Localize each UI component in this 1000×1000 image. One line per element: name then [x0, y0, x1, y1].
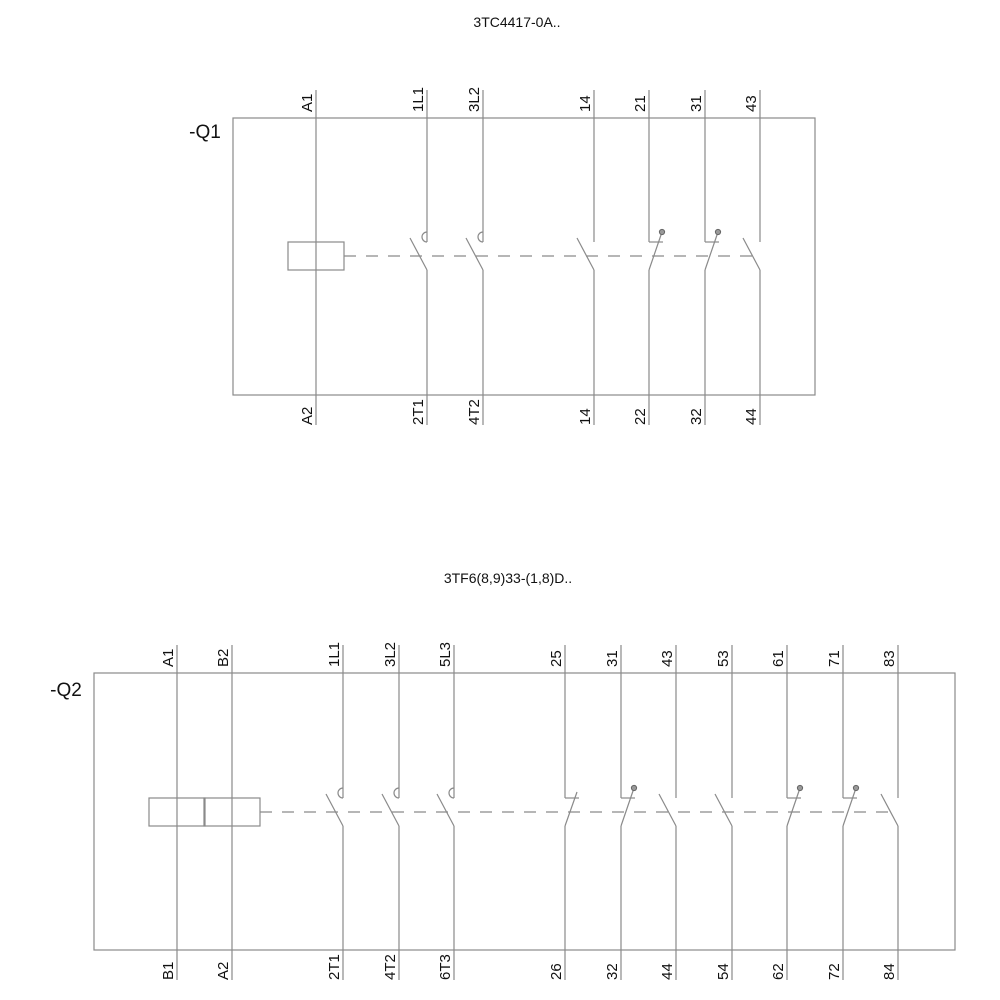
q1-enclosure — [232, 117, 816, 396]
contactor-q1: 3TC4417-0A.. -Q1 A1A21L12T13L24T21414212… — [189, 14, 816, 425]
coil-symbol — [148, 797, 206, 827]
terminal-bottom-label: 6T3 — [437, 954, 454, 980]
terminal-top-label: 83 — [881, 650, 898, 667]
terminal-53: 53 54 — [714, 645, 733, 980]
terminal-bottom-label: 4T2 — [382, 954, 399, 980]
nc-contact-blade — [786, 787, 801, 827]
no-contact-blade — [409, 237, 428, 271]
contactor-q2: 3TF6(8,9)33-(1,8)D.. -Q2 A1 B1 B2 A2 1L1 2T1 3… — [50, 570, 956, 980]
terminal-top-label: A1 — [299, 94, 316, 112]
terminal-A1: A1 B1 — [148, 645, 206, 980]
no-contact-blade — [742, 237, 761, 271]
no-contact-blade — [576, 237, 595, 271]
terminal-21: 21 22 — [632, 90, 666, 425]
terminal-top-label: 5L3 — [437, 642, 454, 667]
q2-type-title: 3TF6(8,9)33-(1,8)D.. — [444, 570, 572, 586]
terminal-top-label: 61 — [770, 650, 787, 667]
no-contact-blade — [436, 793, 455, 827]
arc-quench-symbol — [448, 787, 455, 799]
terminal-61: 61 62 — [770, 645, 804, 980]
terminal-43: 43 44 — [742, 90, 761, 425]
terminal-bottom-label: B1 — [160, 962, 177, 980]
terminal-bottom-label: 62 — [770, 963, 787, 980]
mirror-contact-dot — [658, 228, 666, 236]
arc-quench-symbol — [477, 231, 484, 243]
terminal-3L2: 3L2 4T2 — [465, 87, 484, 425]
terminal-bottom-label: 54 — [715, 963, 732, 980]
terminal-top-label: 71 — [826, 650, 843, 667]
terminal-top-label: 31 — [688, 95, 705, 112]
nc-contact-blade — [564, 791, 578, 827]
q2-device-tag: -Q2 — [50, 680, 82, 701]
q1-device-tag: -Q1 — [189, 122, 221, 143]
terminal-top-label: 14 — [577, 95, 594, 112]
terminal-31: 31 32 — [604, 645, 638, 980]
arc-quench-symbol — [393, 787, 400, 799]
terminal-bottom-label: 22 — [632, 408, 649, 425]
terminal-bottom-label: 44 — [743, 408, 760, 425]
terminal-B2: B2 A2 — [203, 645, 261, 980]
terminal-bottom-label: 4T2 — [466, 399, 483, 425]
terminal-top-label: 1L1 — [410, 87, 427, 112]
terminal-bottom-label: A2 — [215, 962, 232, 980]
terminal-bottom-label: 72 — [826, 963, 843, 980]
terminal-bottom-label: 44 — [659, 963, 676, 980]
arc-quench-symbol — [421, 231, 428, 243]
terminal-top-label: 43 — [659, 650, 676, 667]
terminal-top-label: 3L2 — [466, 87, 483, 112]
nc-contact-blade — [620, 787, 635, 827]
terminal-top-label: 31 — [604, 650, 621, 667]
mirror-contact-dot — [714, 228, 722, 236]
terminal-bottom-label: A2 — [299, 407, 316, 425]
terminal-1L1: 1L1 2T1 — [409, 87, 428, 425]
terminal-top-label: 3L2 — [382, 642, 399, 667]
terminal-bottom-label: 84 — [881, 963, 898, 980]
terminal-25: 25 26 — [548, 645, 579, 980]
terminal-top-label: A1 — [160, 649, 177, 667]
no-contact-blade — [325, 793, 344, 827]
mirror-contact-dot — [630, 784, 638, 792]
terminal-43: 43 44 — [658, 645, 677, 980]
no-contact-blade — [658, 793, 677, 827]
terminal-top-label: 53 — [715, 650, 732, 667]
no-contact-blade — [714, 793, 733, 827]
no-contact-blade — [465, 237, 484, 271]
terminal-bottom-label: 2T1 — [326, 954, 343, 980]
terminal-bottom-label: 2T1 — [410, 399, 427, 425]
q1-type-title: 3TC4417-0A.. — [473, 14, 560, 30]
terminal-3L2: 3L2 4T2 — [381, 642, 400, 980]
terminal-bottom-label: 32 — [604, 963, 621, 980]
terminal-1L1: 1L1 2T1 — [325, 642, 344, 980]
q2-enclosure — [93, 672, 956, 951]
no-contact-blade — [880, 793, 899, 827]
terminal-top-label: 43 — [743, 95, 760, 112]
terminal-83: 83 84 — [880, 645, 899, 980]
terminal-top-label: 21 — [632, 95, 649, 112]
no-contact-blade — [381, 793, 400, 827]
nc-contact-blade — [704, 231, 719, 271]
arc-quench-symbol — [337, 787, 344, 799]
terminal-71: 71 72 — [826, 645, 860, 980]
terminal-A1: A1 A2 — [287, 90, 345, 425]
mirror-contact-dot — [796, 784, 804, 792]
nc-contact-blade — [842, 787, 857, 827]
terminal-31: 31 32 — [688, 90, 722, 425]
terminal-bottom-label: 14 — [577, 408, 594, 425]
terminal-5L3: 5L3 6T3 — [436, 642, 455, 980]
terminal-bottom-label: 32 — [688, 408, 705, 425]
mirror-contact-dot — [852, 784, 860, 792]
terminal-top-label: 25 — [548, 650, 565, 667]
terminal-top-label: B2 — [215, 649, 232, 667]
terminal-bottom-label: 26 — [548, 963, 565, 980]
terminal-top-label: 1L1 — [326, 642, 343, 667]
nc-contact-blade — [648, 231, 663, 271]
terminal-14: 14 14 — [576, 90, 595, 425]
